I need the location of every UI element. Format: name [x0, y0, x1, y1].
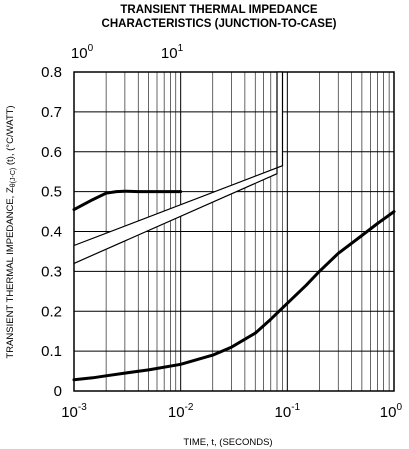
y-tick-labels: 0 0.1 0.2 0.3 0.4 0.5 0.6 0.7 0.8: [41, 64, 62, 400]
x-axis-label: TIME, t, (SECONDS): [183, 437, 272, 448]
inset-top-tick-base: 10: [161, 45, 178, 62]
x-tick-base: 10: [380, 404, 397, 421]
x-tick-exponent: -1: [291, 402, 300, 413]
inset-top-tick-label: 100: [71, 43, 94, 62]
x-tick-exponent: 0: [396, 402, 402, 413]
y-tick-label: 0.4: [41, 224, 62, 241]
y-tick-label: 0.2: [41, 303, 62, 320]
x-tick-label: 10-2: [168, 402, 194, 421]
x-tick-base: 10: [275, 404, 292, 421]
y-axis-label-rest: (t), (°C/WATT): [5, 105, 16, 167]
x-tick-label: 10-1: [275, 402, 301, 421]
y-tick-label: 0.6: [41, 144, 62, 161]
x-tick-base: 10: [61, 404, 78, 421]
inset-top-tick-label: 101: [161, 43, 184, 62]
series-2-line: [74, 191, 181, 209]
inset-top-tick-base: 10: [71, 45, 88, 62]
chart-title-line-2: CHARACTERISTICS (JUNCTION-TO-CASE): [102, 18, 337, 30]
y-axis-label-sub: θ(J-C): [10, 168, 17, 187]
y-tick-label: 0: [54, 383, 62, 400]
x-tick-exponent: -2: [185, 402, 194, 413]
y-tick-label: 0.1: [41, 343, 62, 360]
y-tick-label: 0.5: [41, 184, 62, 201]
x-tick-base: 10: [168, 404, 185, 421]
y-tick-label: 0.7: [41, 104, 62, 121]
chart-title-line-1: TRANSIENT THERMAL IMPEDANCE: [120, 4, 318, 16]
y-tick-label: 0.3: [41, 263, 62, 280]
y-axis-label-main: TRANSIENT THERMAL IMPEDANCE, Z: [5, 187, 16, 359]
y-tick-label: 0.8: [41, 64, 62, 81]
inset-break-band-shape: [74, 72, 283, 263]
inset-break-band: [74, 72, 283, 263]
inset-top-tick-exponent: 0: [88, 43, 94, 54]
y-axis-label: TRANSIENT THERMAL IMPEDANCE, Zθ(J-C) (t)…: [5, 105, 17, 358]
x-tick-labels: 10-3 10-2 10-1 100: [61, 402, 402, 421]
inset-top-tick-exponent: 1: [178, 43, 184, 54]
x-tick-exponent: -3: [78, 402, 87, 413]
x-tick-label: 100: [380, 402, 403, 421]
inset-top-tick-labels: 100 101: [71, 43, 184, 62]
x-tick-label: 10-3: [61, 402, 87, 421]
